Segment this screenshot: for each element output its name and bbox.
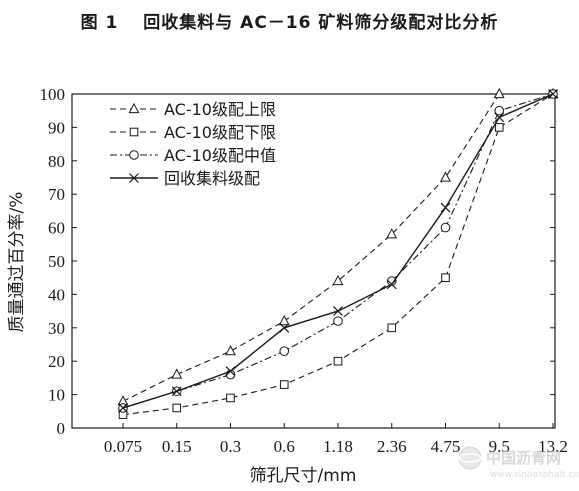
- data-point: [278, 314, 290, 326]
- data-point: [440, 171, 451, 182]
- x-ticks: 0.075 0.15 0.3 0.6 1.18 2.36 4.75 9.5 13.2: [104, 423, 568, 456]
- x-tick-label: 0.15: [162, 437, 192, 456]
- legend-label: AC-10级配上限: [164, 100, 276, 119]
- series-square: [118, 89, 558, 419]
- data-point: [279, 346, 290, 356]
- data-point: [118, 403, 128, 413]
- data-point: [333, 306, 343, 317]
- data-point: [386, 228, 398, 239]
- data-point: [171, 386, 182, 397]
- y-tick-label: 0: [57, 419, 66, 438]
- data-point: [440, 202, 451, 213]
- x-tick-label: 0.3: [220, 437, 241, 456]
- data-point: [440, 222, 451, 233]
- data-point: [225, 366, 236, 377]
- data-point: [494, 123, 504, 132]
- y-ticks: 0 10 20 30 40 50 60 70 80 90 100: [40, 85, 555, 438]
- series-triangle: [117, 87, 559, 406]
- data-point: [494, 112, 505, 123]
- y-tick-label: 80: [48, 152, 65, 171]
- data-point: [172, 403, 182, 413]
- x-tick-label: 9.5: [489, 437, 510, 456]
- data-point: [279, 380, 289, 389]
- y-tick-label: 60: [48, 219, 65, 238]
- x-tick-label: 0.6: [274, 437, 295, 456]
- legend-marker: [129, 127, 139, 137]
- series-line: [122, 93, 553, 402]
- data-point: [333, 316, 343, 326]
- x-tick-label: 13.2: [538, 437, 568, 456]
- x-tick-label: 2.36: [377, 437, 407, 456]
- legend-item: AC-10级配中值: [110, 146, 276, 165]
- legend-marker: [128, 102, 140, 114]
- x-tick-label: 0.075: [104, 437, 142, 456]
- legend-label: AC-10级配中值: [164, 146, 276, 165]
- data-point: [226, 393, 235, 403]
- y-tick-label: 10: [48, 386, 65, 405]
- data-point: [441, 273, 450, 282]
- legend-marker: [129, 173, 139, 183]
- legend-item: AC-10级配下限: [110, 123, 276, 142]
- x-tick-label: 4.75: [431, 437, 461, 456]
- series-group: [117, 87, 559, 419]
- series-line: [122, 93, 554, 409]
- data-point: [494, 105, 505, 116]
- x-axis-label: 筛孔尺寸/mm: [250, 466, 357, 486]
- watermark-logo: 中国沥青网 www.sinoasphalt.com: [458, 446, 579, 480]
- series-cross: [118, 89, 558, 413]
- data-point: [493, 87, 505, 99]
- y-tick-label: 30: [48, 319, 65, 338]
- data-point: [333, 356, 343, 366]
- legend-label: AC-10级配下限: [164, 123, 276, 142]
- series-line: [122, 93, 554, 416]
- figure-title: 图 1 回收集料与 AC－16 矿料筛分级配对比分析: [80, 13, 499, 33]
- watermark-main: 中国沥青网: [486, 449, 561, 467]
- data-point: [387, 323, 397, 333]
- y-tick-label: 50: [48, 252, 65, 271]
- y-tick-label: 100: [40, 85, 66, 104]
- data-point: [548, 89, 558, 99]
- legend-marker: [129, 150, 139, 160]
- y-tick-label: 90: [48, 118, 65, 137]
- legend-item: 回收集料级配: [110, 169, 260, 188]
- data-point: [332, 274, 344, 286]
- data-point: [279, 322, 290, 333]
- watermark-globe-icon: [458, 446, 482, 470]
- data-point: [386, 279, 397, 290]
- y-tick-label: 40: [48, 285, 65, 304]
- data-point: [171, 368, 183, 379]
- data-point: [225, 345, 236, 356]
- data-point: [386, 276, 397, 286]
- y-tick-label: 20: [48, 352, 65, 371]
- legend-item: AC-10级配上限: [110, 100, 276, 119]
- y-axis-label: 质量通过百分率/%: [7, 192, 27, 333]
- x-tick-label: 1.18: [323, 437, 353, 456]
- watermark-globe-ring: [458, 453, 482, 463]
- watermark-sub: www.sinoasphalt.com: [490, 470, 579, 480]
- legend-label: 回收集料级配: [164, 169, 260, 188]
- y-tick-label: 70: [48, 185, 65, 204]
